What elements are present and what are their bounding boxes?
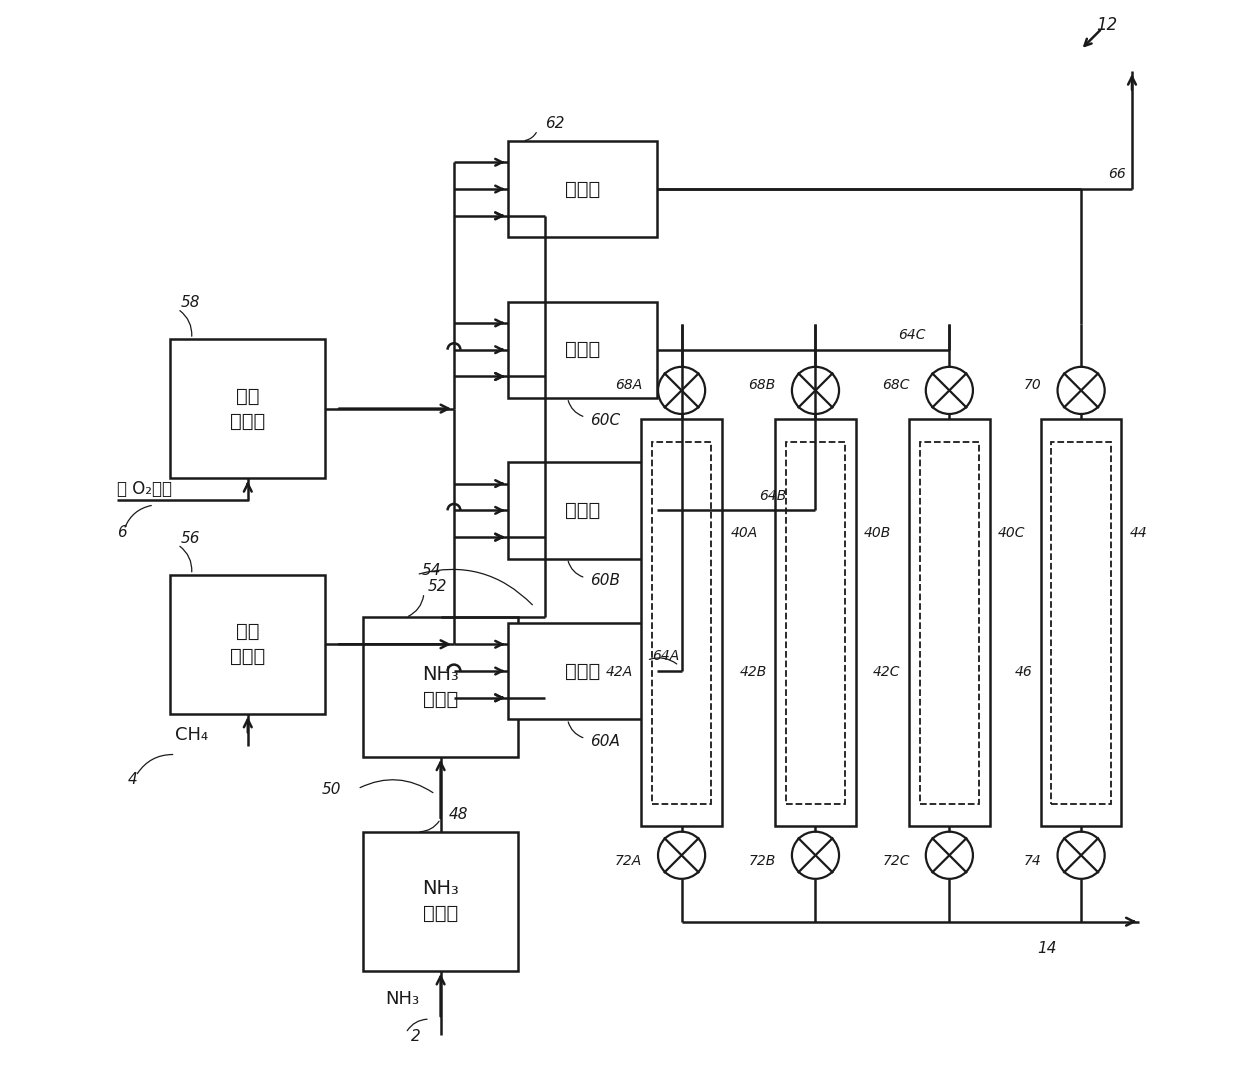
Bar xyxy=(170,339,325,478)
Text: 14: 14 xyxy=(1038,941,1058,956)
Bar xyxy=(170,575,325,714)
Text: 46: 46 xyxy=(1014,665,1033,679)
Text: 60A: 60A xyxy=(590,735,620,749)
Text: 62: 62 xyxy=(546,116,564,131)
Text: 2: 2 xyxy=(412,1029,420,1044)
Text: CH₄: CH₄ xyxy=(176,726,208,744)
Text: 74: 74 xyxy=(1024,854,1042,868)
Bar xyxy=(1040,419,1121,827)
Text: 4: 4 xyxy=(128,771,138,787)
Text: 50: 50 xyxy=(322,782,341,797)
Text: 12: 12 xyxy=(1096,15,1118,34)
Text: 42C: 42C xyxy=(873,665,900,679)
Bar xyxy=(909,419,990,827)
Bar xyxy=(507,462,657,559)
Text: 40C: 40C xyxy=(998,526,1025,540)
Text: NH₃: NH₃ xyxy=(386,991,419,1008)
Text: 混合器: 混合器 xyxy=(565,662,600,680)
Bar xyxy=(507,302,657,398)
Bar xyxy=(507,623,657,719)
Text: 66: 66 xyxy=(1107,167,1126,181)
Text: 52: 52 xyxy=(428,578,446,593)
Bar xyxy=(363,617,518,756)
Text: 60C: 60C xyxy=(590,412,620,427)
Bar xyxy=(775,419,856,827)
Text: 72B: 72B xyxy=(749,854,776,868)
Text: 64C: 64C xyxy=(899,328,926,342)
Text: 72C: 72C xyxy=(882,854,910,868)
Text: 54: 54 xyxy=(422,563,441,577)
Text: 58: 58 xyxy=(181,295,201,310)
Bar xyxy=(920,442,980,804)
Bar xyxy=(786,442,846,804)
Bar xyxy=(507,141,657,238)
Text: 48: 48 xyxy=(449,807,467,821)
Text: 混合器: 混合器 xyxy=(565,179,600,199)
Text: 68A: 68A xyxy=(615,378,642,392)
Text: 56: 56 xyxy=(181,531,201,546)
Text: 6: 6 xyxy=(117,525,126,540)
Text: NH₃
蕃发器: NH₃ 蕃发器 xyxy=(422,879,459,923)
Text: NH₃
过热器: NH₃ 过热器 xyxy=(422,665,459,710)
Text: 40A: 40A xyxy=(730,526,758,540)
Text: 60B: 60B xyxy=(590,573,620,588)
Text: 44: 44 xyxy=(1130,526,1147,540)
Text: 混合器: 混合器 xyxy=(565,501,600,520)
Text: 40B: 40B xyxy=(864,526,892,540)
Bar xyxy=(641,419,722,827)
Bar xyxy=(1052,442,1111,804)
Text: 64B: 64B xyxy=(759,488,786,502)
Text: 72A: 72A xyxy=(615,854,642,868)
Text: 含 O₂气体: 含 O₂气体 xyxy=(117,480,171,498)
Text: 42A: 42A xyxy=(605,665,632,679)
Text: 64A: 64A xyxy=(652,649,680,663)
Text: 68B: 68B xyxy=(749,378,776,392)
Text: 42B: 42B xyxy=(739,665,766,679)
Text: 气体
加热器: 气体 加热器 xyxy=(231,623,265,666)
Text: 混合器: 混合器 xyxy=(565,341,600,359)
Bar xyxy=(363,832,518,971)
Text: 空气
压缩机: 空气 压缩机 xyxy=(231,386,265,431)
Text: 68C: 68C xyxy=(882,378,910,392)
Bar xyxy=(652,442,712,804)
Text: 70: 70 xyxy=(1024,378,1042,392)
